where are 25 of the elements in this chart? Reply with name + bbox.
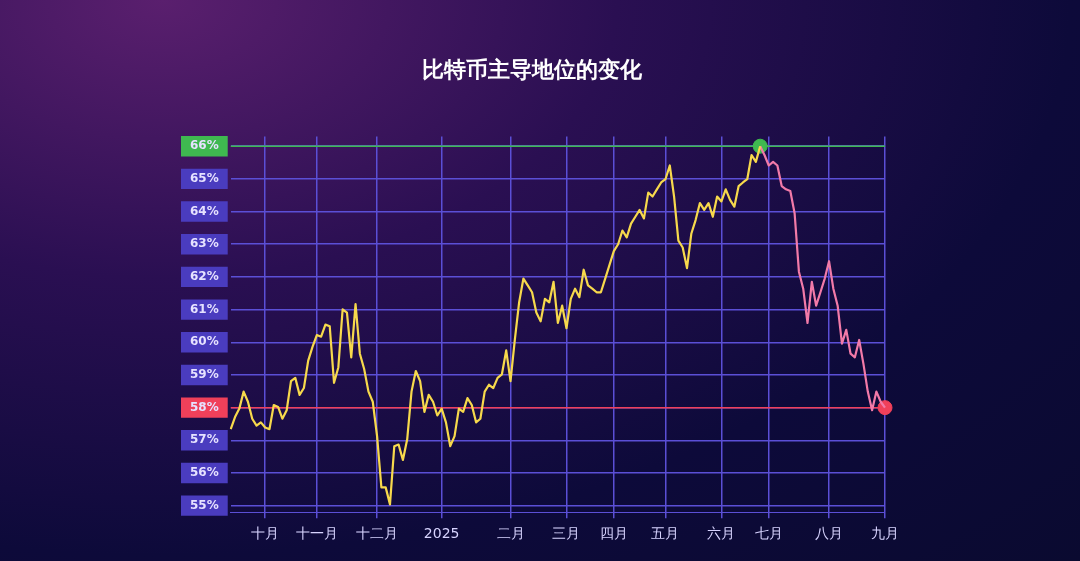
y-tick-label: 60% <box>189 334 219 349</box>
y-tick-label: 58% <box>189 399 219 414</box>
x-tick-label: 十一月 <box>295 525 338 542</box>
x-tick-label: 六月 <box>707 525 736 542</box>
x-tick-label: 十二月 <box>356 525 399 542</box>
x-tick-label: 2025 <box>423 525 460 542</box>
x-tick-label: 三月 <box>552 525 581 542</box>
y-tick-label: 55% <box>189 497 219 512</box>
y-tick-label: 66% <box>189 138 219 153</box>
y-tick-label: 56% <box>189 465 219 480</box>
y-tick-label: 61% <box>189 301 219 316</box>
x-tick-label: 十月 <box>251 525 280 542</box>
y-tick-label: 65% <box>189 171 219 186</box>
x-tick-label: 七月 <box>754 525 783 542</box>
y-tick-label: 64% <box>189 203 219 218</box>
x-tick-label: 二月 <box>496 525 525 542</box>
y-tick-label: 62% <box>189 269 219 284</box>
x-tick-label: 五月 <box>651 525 680 542</box>
x-tick-label: 四月 <box>599 525 628 542</box>
y-tick-label: 63% <box>189 236 219 251</box>
chart-title: 比特币主导地位的变化 <box>421 56 643 82</box>
y-tick-label: 57% <box>189 432 219 447</box>
y-tick-label: 59% <box>189 367 219 382</box>
x-tick-label: 八月 <box>815 525 844 542</box>
x-tick-label: 九月 <box>871 525 899 542</box>
